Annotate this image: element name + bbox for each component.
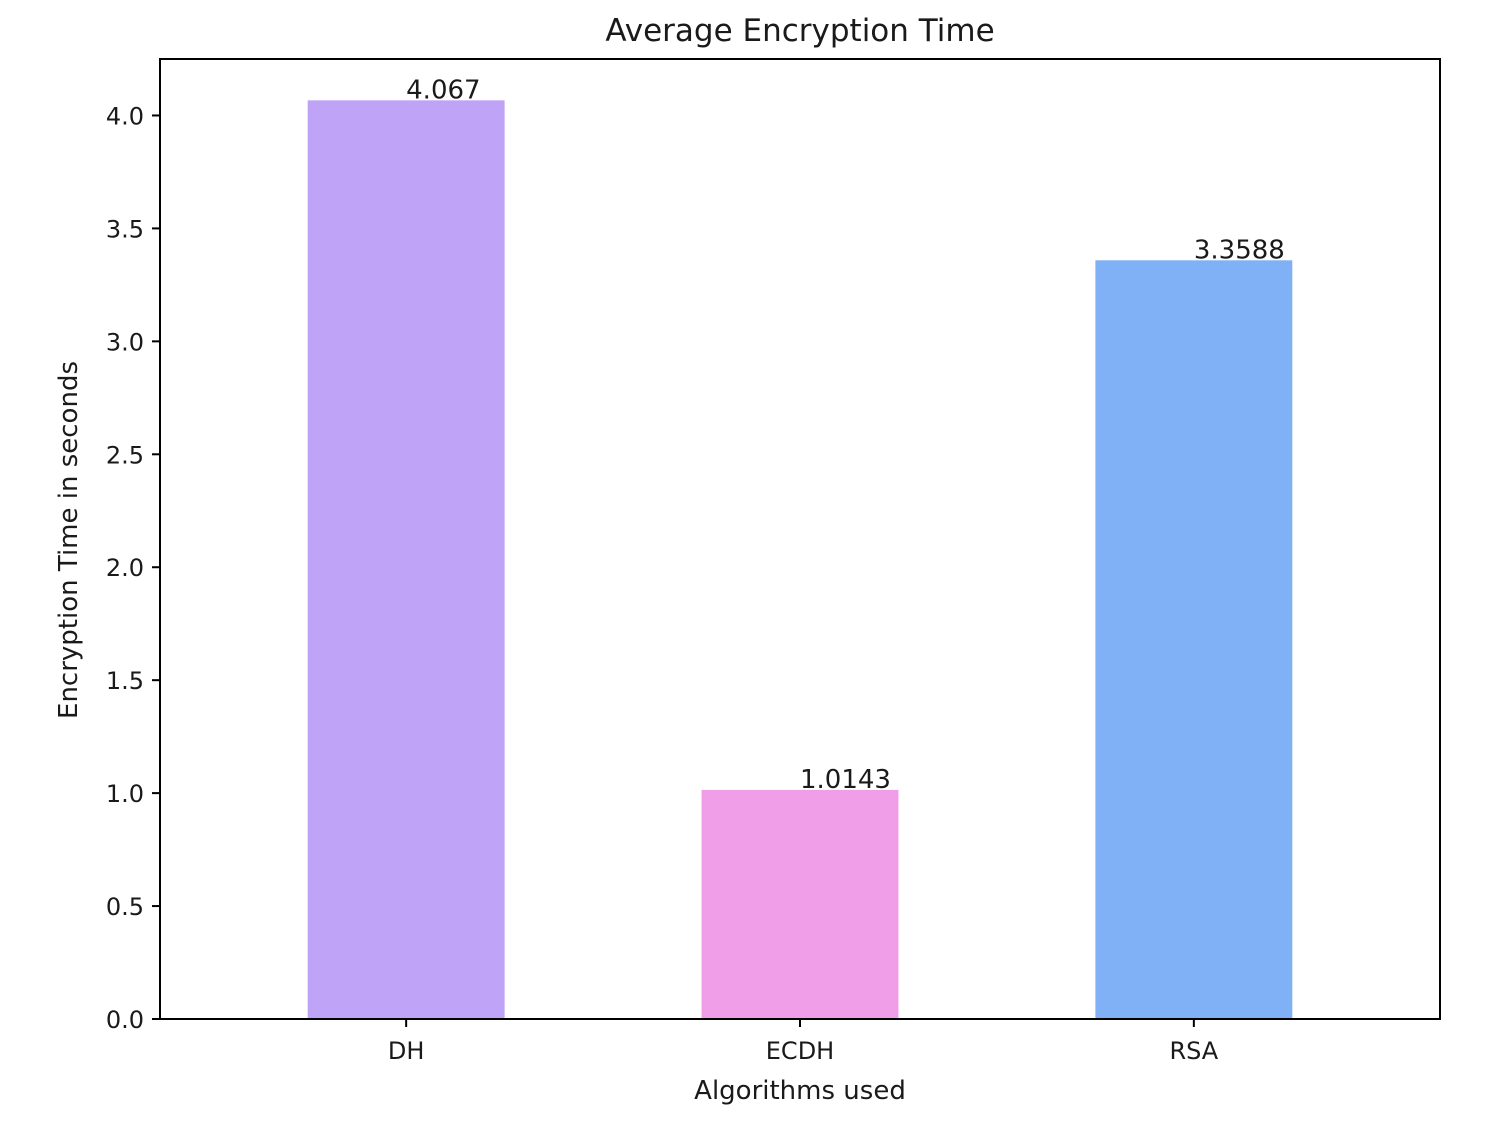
y-tick-label: 3.5 — [106, 215, 144, 243]
value-label-ecdh: 1.0143 — [800, 765, 891, 795]
y-tick-label: 2.0 — [106, 554, 144, 582]
plot-frame — [159, 58, 1441, 1020]
value-label-dh: 4.067 — [406, 75, 480, 105]
x-tick-label-dh: DH — [388, 1037, 425, 1065]
chart-title: Average Encryption Time — [605, 13, 994, 49]
bar-ecdh — [701, 789, 899, 1019]
bars-layer — [307, 100, 1293, 1019]
y-tick-label: 0.0 — [106, 1006, 144, 1034]
y-tick-label: 2.5 — [106, 441, 144, 469]
ticks-layer — [152, 114, 1195, 1027]
bar-dh — [307, 100, 505, 1019]
x-tick-label-rsa: RSA — [1169, 1037, 1218, 1065]
y-tick-label: 1.0 — [106, 780, 144, 808]
y-axis-label: Encryption Time in seconds — [54, 361, 84, 719]
labels-layer: 4.067 DH 1.0143 ECDH 3.3588 RSA 0.0 0.5 1.0 1.5 2.… — [106, 75, 1285, 1065]
x-axis-label: Algorithms used — [694, 1076, 906, 1106]
y-tick-label: 1.5 — [106, 667, 144, 695]
y-tick-label: 0.5 — [106, 893, 144, 921]
y-tick-label: 3.0 — [106, 328, 144, 356]
bar-rsa — [1095, 260, 1293, 1019]
x-tick-label-ecdh: ECDH — [766, 1037, 834, 1065]
y-tick-label: 4.0 — [106, 102, 144, 130]
value-label-rsa: 3.3588 — [1194, 235, 1285, 265]
